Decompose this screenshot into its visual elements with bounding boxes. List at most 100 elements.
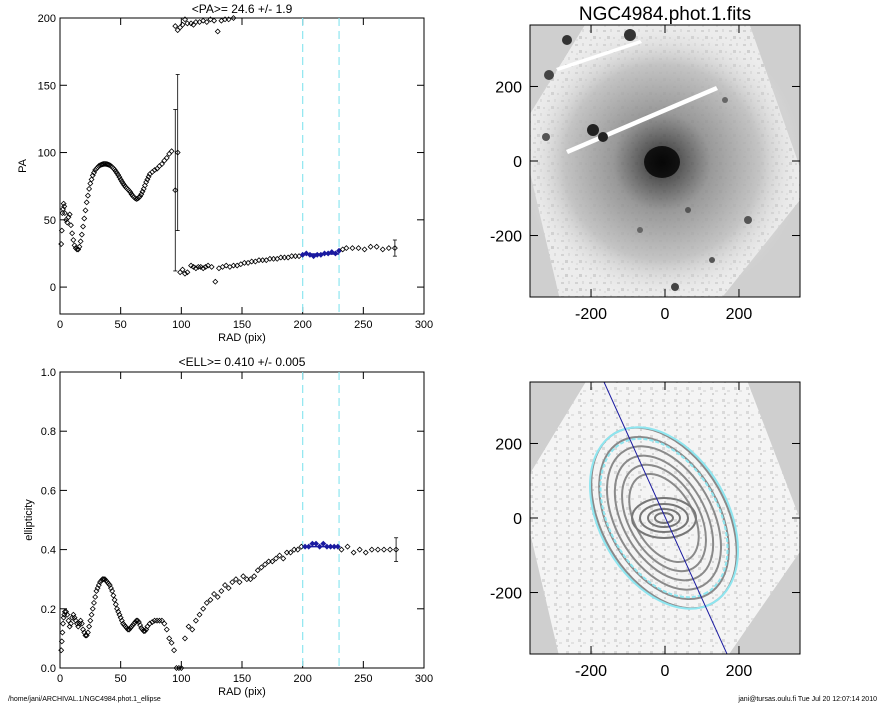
data-point [379,246,386,253]
data-point [131,620,137,627]
data-point [338,546,345,553]
y-tick-label: 0.8 [41,426,56,438]
data-point [88,611,95,618]
data-point [189,626,196,633]
data-point [92,593,99,600]
data-point [273,555,279,562]
pa-panel: <PA>= 24.6 +/- 1.9 0 50 100 150 200 0 50 100 15… [17,2,433,344]
data-point [114,605,120,612]
data-point [182,16,188,23]
pa-x-ticks: 0 50 100 150 200 250 300 [57,18,433,331]
data-point [225,16,232,23]
data-point [99,576,106,583]
major-axis-line [603,382,728,654]
data-point [197,263,204,270]
x-tick-label: 0 [57,319,63,331]
x-tick-label: 300 [415,319,433,331]
data-point [188,20,195,27]
data-point [127,625,134,632]
data-point [184,269,191,276]
x-tick-label: 150 [233,319,251,331]
data-point [64,219,71,226]
fits-image-panel: NGC4984.phot.1.fits -200 0 200 -200 0 200 [490,4,801,323]
ell-y-ticks: 0.0 0.2 0.4 0.6 0.8 1.0 [41,367,424,675]
data-point [112,601,119,608]
data-point [76,243,83,250]
data-point [355,245,362,252]
y-tick-label: 0.2 [41,604,56,616]
bright-star [587,124,599,136]
footer-path: /home/jani/ARCHIVAL.1/NGC4984.phot.1_ell… [8,696,161,703]
data-point [66,211,73,218]
data-point [254,567,261,574]
data-point [172,187,179,194]
data-point [118,178,125,185]
data-point [294,546,301,553]
data-point [64,611,71,618]
ell-title: <ELL>= 0.410 +/- 0.005 [179,355,306,369]
data-point [149,619,156,626]
data-point [380,546,387,553]
data-point [172,23,179,30]
data-point [385,245,392,252]
data-point [58,227,65,234]
data-point [313,540,319,547]
data-point [349,245,356,252]
data-point [60,620,66,627]
data-point [84,629,91,636]
data-point [69,230,76,237]
data-point [177,24,184,31]
data-point [133,195,140,202]
data-point [58,241,65,248]
data-point [387,546,393,553]
x-tick-label: 0 [57,673,63,685]
data-point [280,555,287,562]
data-point [185,623,192,630]
data-point [115,608,122,615]
data-point [110,592,117,599]
data-point [82,207,89,214]
data-point [211,591,218,597]
data-point [63,608,70,615]
y-tick-label: 200 [495,436,522,453]
data-point [116,611,123,618]
x-tick-label: 200 [293,319,311,331]
x-tick-label: -200 [575,306,607,323]
data-point [61,210,68,217]
data-point [229,579,236,586]
data-point [89,605,96,612]
data-point [70,237,77,243]
data-point [175,665,182,671]
inner-contours [631,497,697,539]
data-point [124,626,131,633]
data-point [393,546,400,553]
data-point [140,628,147,634]
data-point [200,17,207,24]
data-point [222,582,228,589]
data-point [158,617,165,624]
data-point [196,611,203,618]
ell-x-ticks: 0 50 100 150 200 250 300 [57,372,433,685]
footer-user-time: jani@tursas.oulu.fi Tue Jul 20 12:07:14 … [738,696,877,703]
pa-plot-frame [59,17,425,315]
data-point [137,193,144,200]
x-tick-label: 200 [293,673,311,685]
y-tick-label: -200 [490,586,522,603]
data-point [214,28,221,35]
pa-range-lines [302,18,340,314]
data-point [127,189,134,196]
data-point [151,617,158,624]
data-point [205,262,211,269]
data-point [240,573,247,580]
data-point [61,203,68,210]
data-point [182,635,188,642]
bright-star [598,132,608,142]
data-point [320,540,327,547]
data-point [115,172,122,178]
ell-panel: <ELL>= 0.410 +/- 0.005 0.0 0.2 0.4 0.6 0.8 1.… [23,355,433,698]
y-tick-label: 0.4 [41,545,56,557]
data-point [188,262,195,269]
data-point [87,180,94,187]
data-point [60,614,67,621]
data-point [141,628,148,634]
